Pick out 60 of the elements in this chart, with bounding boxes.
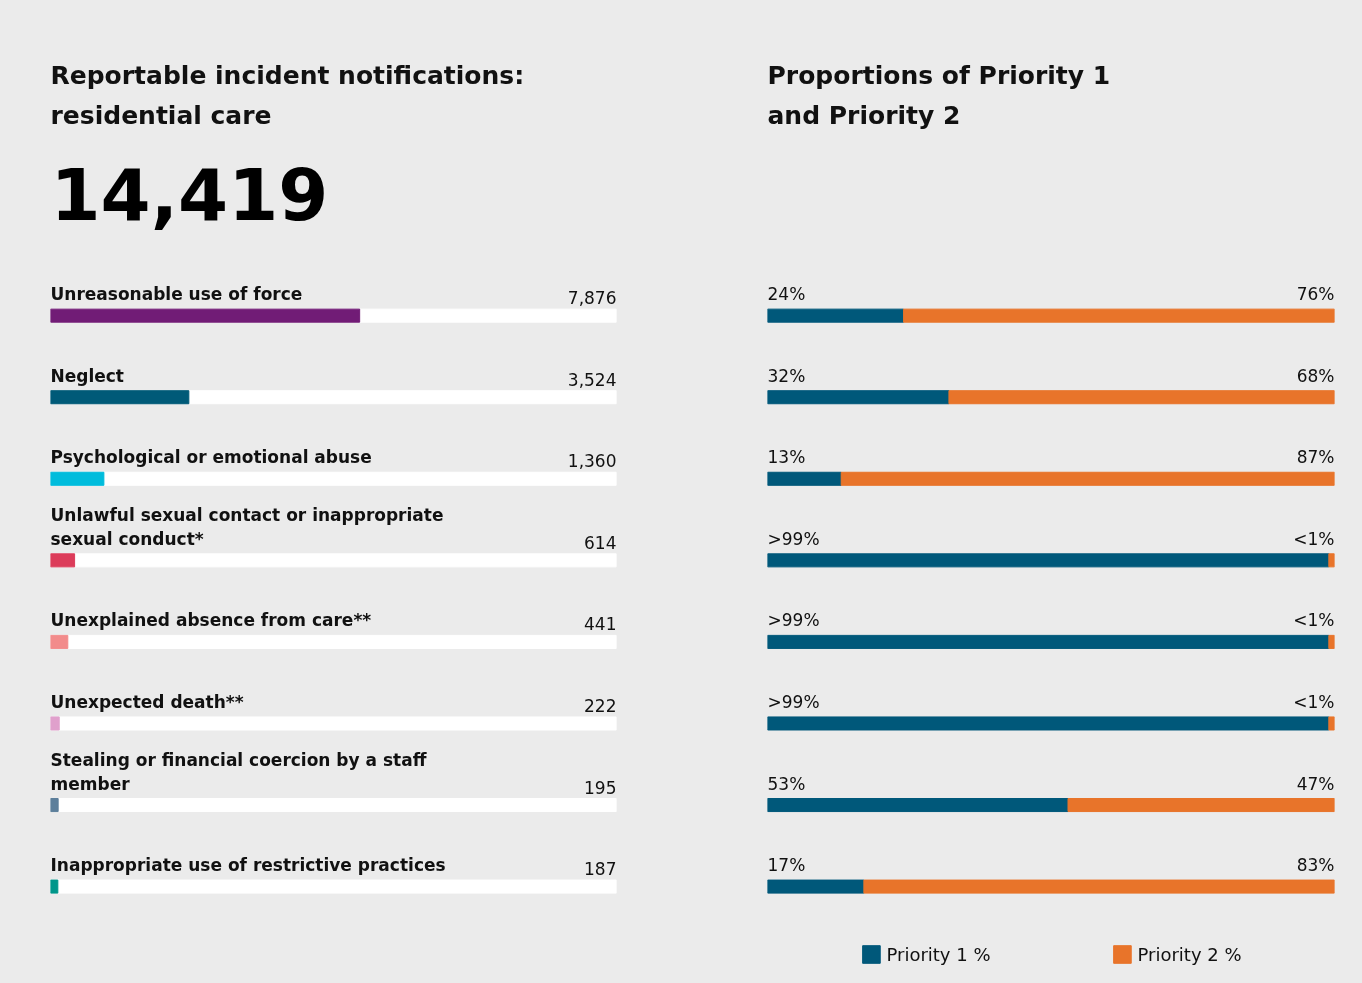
bar xyxy=(1067,798,1335,813)
data-label: <1% xyxy=(1293,528,1335,549)
data-label: 187 xyxy=(584,859,617,880)
data-label: 68% xyxy=(1296,365,1335,386)
data-label: 195 xyxy=(584,777,617,798)
data-label: 47% xyxy=(1296,773,1335,794)
data-label: 441 xyxy=(584,614,617,635)
bar xyxy=(767,553,1330,568)
category-label: Inappropriate use of restrictive practices xyxy=(50,855,446,876)
bar xyxy=(863,879,1335,894)
bar xyxy=(1328,553,1335,568)
data-label: 3,524 xyxy=(567,369,617,390)
data-label: 614 xyxy=(584,532,617,553)
bar xyxy=(50,553,76,568)
bar xyxy=(50,716,60,731)
bar xyxy=(767,308,905,323)
legend-label: Priority 1 % xyxy=(886,943,991,965)
data-label: 1,360 xyxy=(567,451,617,472)
bar xyxy=(767,471,842,486)
bar xyxy=(50,798,59,813)
bar xyxy=(948,390,1335,405)
bar xyxy=(767,634,1330,649)
data-label: 7,876 xyxy=(567,288,617,309)
data-label: 17% xyxy=(767,855,806,876)
category-label: Unreasonable use of force xyxy=(50,284,303,305)
category-label: Unlawful sexual contact or inappropriate sexual conduct* xyxy=(50,504,444,549)
bar xyxy=(1328,634,1335,649)
data-label: 53% xyxy=(767,773,806,794)
data-label: 87% xyxy=(1296,447,1335,468)
data-label: >99% xyxy=(767,692,820,713)
category-label: Neglect xyxy=(50,365,124,386)
category-label: Unexpected death** xyxy=(50,692,244,713)
bar xyxy=(50,879,59,894)
bar xyxy=(767,879,865,894)
data-label: 13% xyxy=(767,447,806,468)
bar xyxy=(50,390,190,405)
data-label: 222 xyxy=(584,696,617,717)
data-label: 32% xyxy=(767,365,806,386)
bar xyxy=(767,798,1069,813)
data-label: 83% xyxy=(1296,855,1335,876)
data-label: 76% xyxy=(1296,284,1335,305)
data-label: <1% xyxy=(1293,692,1335,713)
category-label: Unexplained absence from care** xyxy=(50,610,372,631)
data-label: >99% xyxy=(767,610,820,631)
data-label: 24% xyxy=(767,284,806,305)
chart-subtitle: 14,419 xyxy=(50,152,329,237)
chart-title: Reportable incident notifications: residential care xyxy=(50,61,525,131)
bar xyxy=(767,390,950,405)
category-label: Stealing or financial coercion by a staff member xyxy=(50,749,427,794)
category-label: Psychological or emotional abuse xyxy=(50,447,372,468)
bar xyxy=(50,634,69,649)
bar xyxy=(50,471,105,486)
bar xyxy=(1328,716,1335,731)
chart-title: Proportions of Priority 1 and Priority 2 xyxy=(767,61,1111,131)
legend-label: Priority 2 % xyxy=(1137,943,1242,965)
bar xyxy=(767,716,1330,731)
bar xyxy=(840,471,1335,486)
data-label: >99% xyxy=(767,528,820,549)
bar xyxy=(903,308,1335,323)
data-label: <1% xyxy=(1293,610,1335,631)
